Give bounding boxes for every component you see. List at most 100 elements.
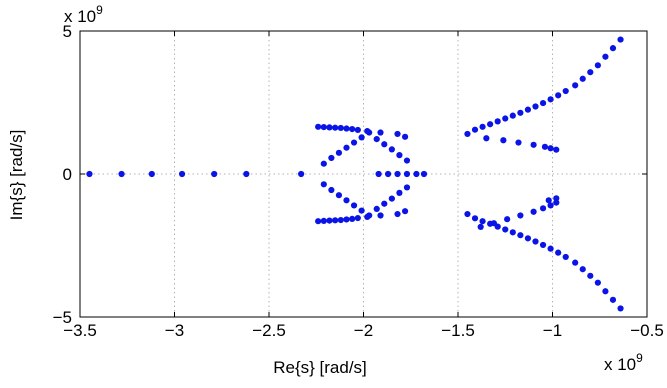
data-point-99	[539, 241, 547, 249]
data-point-36	[373, 136, 380, 143]
data-point-19	[349, 125, 356, 133]
x-tick-labels: −3.5 −3 −2.5 −2 −1.5 −1 −0.5	[63, 321, 664, 340]
data-point-13	[315, 123, 322, 130]
data-point-86	[541, 143, 549, 150]
data-point-81	[617, 36, 624, 43]
data-point-25	[320, 160, 327, 167]
data-point-50	[328, 186, 335, 194]
data-point-119	[553, 195, 560, 202]
data-point-0	[86, 170, 93, 178]
x-tick-label-5: −1	[543, 321, 562, 340]
data-point-4	[211, 170, 218, 178]
data-point-54	[358, 207, 365, 214]
data-point-31	[366, 129, 373, 136]
y-tick-label-2: 5	[63, 22, 72, 41]
data-point-79	[602, 53, 609, 60]
data-point-116	[547, 202, 554, 209]
y-axis-scale-label: x 109	[64, 3, 103, 26]
data-point-55	[366, 212, 373, 219]
data-point-7	[375, 170, 382, 178]
data-point-23	[394, 130, 401, 138]
data-point-104	[579, 266, 586, 273]
data-point-15	[326, 124, 333, 131]
data-point-101	[555, 249, 562, 256]
data-point-58	[388, 195, 395, 202]
data-point-10	[403, 170, 411, 178]
data-point-16	[332, 124, 339, 131]
data-point-65	[494, 118, 501, 125]
data-point-26	[328, 154, 335, 162]
data-point-97	[524, 235, 532, 242]
data-point-8	[384, 170, 392, 178]
y-axis-label: Im{s} [rad/s]	[7, 130, 26, 221]
data-point-44	[354, 214, 361, 222]
data-point-66	[502, 115, 509, 122]
x-axis-label: Re{s} [rad/s]	[273, 358, 367, 377]
data-point-118	[545, 197, 552, 204]
data-point-109	[617, 305, 624, 312]
data-point-63	[479, 123, 486, 130]
data-point-100	[547, 245, 554, 252]
data-point-105	[587, 272, 594, 279]
data-points	[86, 36, 624, 312]
data-point-77	[587, 69, 594, 76]
data-point-113	[517, 212, 524, 219]
x-tick-label-4: −1.5	[441, 321, 475, 340]
grid-lines	[80, 31, 647, 317]
data-point-80	[609, 45, 617, 52]
data-point-87	[547, 145, 554, 152]
data-point-20	[354, 126, 361, 134]
data-point-56	[403, 184, 411, 191]
y-tick-label-0: −5	[53, 308, 72, 327]
x-tick-label-3: −2	[354, 321, 373, 340]
data-point-34	[388, 146, 395, 153]
data-point-22	[377, 129, 384, 136]
data-point-98	[532, 238, 539, 245]
tick-marks	[79, 30, 648, 318]
data-point-90	[471, 215, 479, 222]
data-point-9	[394, 170, 401, 178]
data-point-48	[401, 208, 409, 215]
data-point-12	[420, 170, 428, 178]
data-point-108	[609, 296, 617, 303]
data-point-5	[243, 170, 250, 178]
x-scale-prefix: x 10	[604, 355, 636, 374]
data-point-75	[572, 82, 579, 89]
data-point-59	[381, 200, 388, 207]
data-point-14	[320, 123, 327, 131]
data-point-3	[178, 170, 186, 178]
data-point-47	[394, 210, 401, 218]
data-point-73	[555, 92, 562, 99]
data-point-69	[524, 106, 532, 113]
data-point-43	[349, 215, 356, 223]
data-point-2	[148, 170, 155, 178]
data-point-52	[343, 197, 350, 204]
data-point-64	[487, 121, 494, 128]
data-point-85	[530, 141, 537, 148]
data-point-74	[562, 87, 569, 95]
data-point-62	[471, 126, 479, 133]
data-point-60	[373, 205, 380, 212]
data-point-117	[553, 199, 560, 206]
data-point-103	[572, 259, 579, 266]
data-point-76	[579, 75, 586, 82]
data-point-84	[515, 139, 522, 146]
data-point-89	[464, 210, 471, 218]
data-point-33	[396, 152, 403, 159]
data-point-112	[504, 216, 511, 223]
data-point-94	[502, 226, 509, 233]
data-point-95	[509, 229, 516, 236]
data-point-51	[335, 192, 343, 199]
data-point-106	[594, 279, 601, 286]
data-point-70	[532, 103, 539, 110]
data-point-11	[413, 170, 420, 178]
data-point-18	[343, 125, 350, 132]
data-point-37	[315, 218, 322, 225]
y-tick-label-1: 0	[63, 165, 72, 184]
y-scale-prefix: x 10	[64, 7, 96, 26]
data-point-91	[479, 218, 486, 225]
data-point-30	[358, 134, 365, 141]
data-point-68	[517, 109, 524, 116]
data-point-67	[509, 112, 516, 119]
data-point-29	[350, 139, 358, 146]
